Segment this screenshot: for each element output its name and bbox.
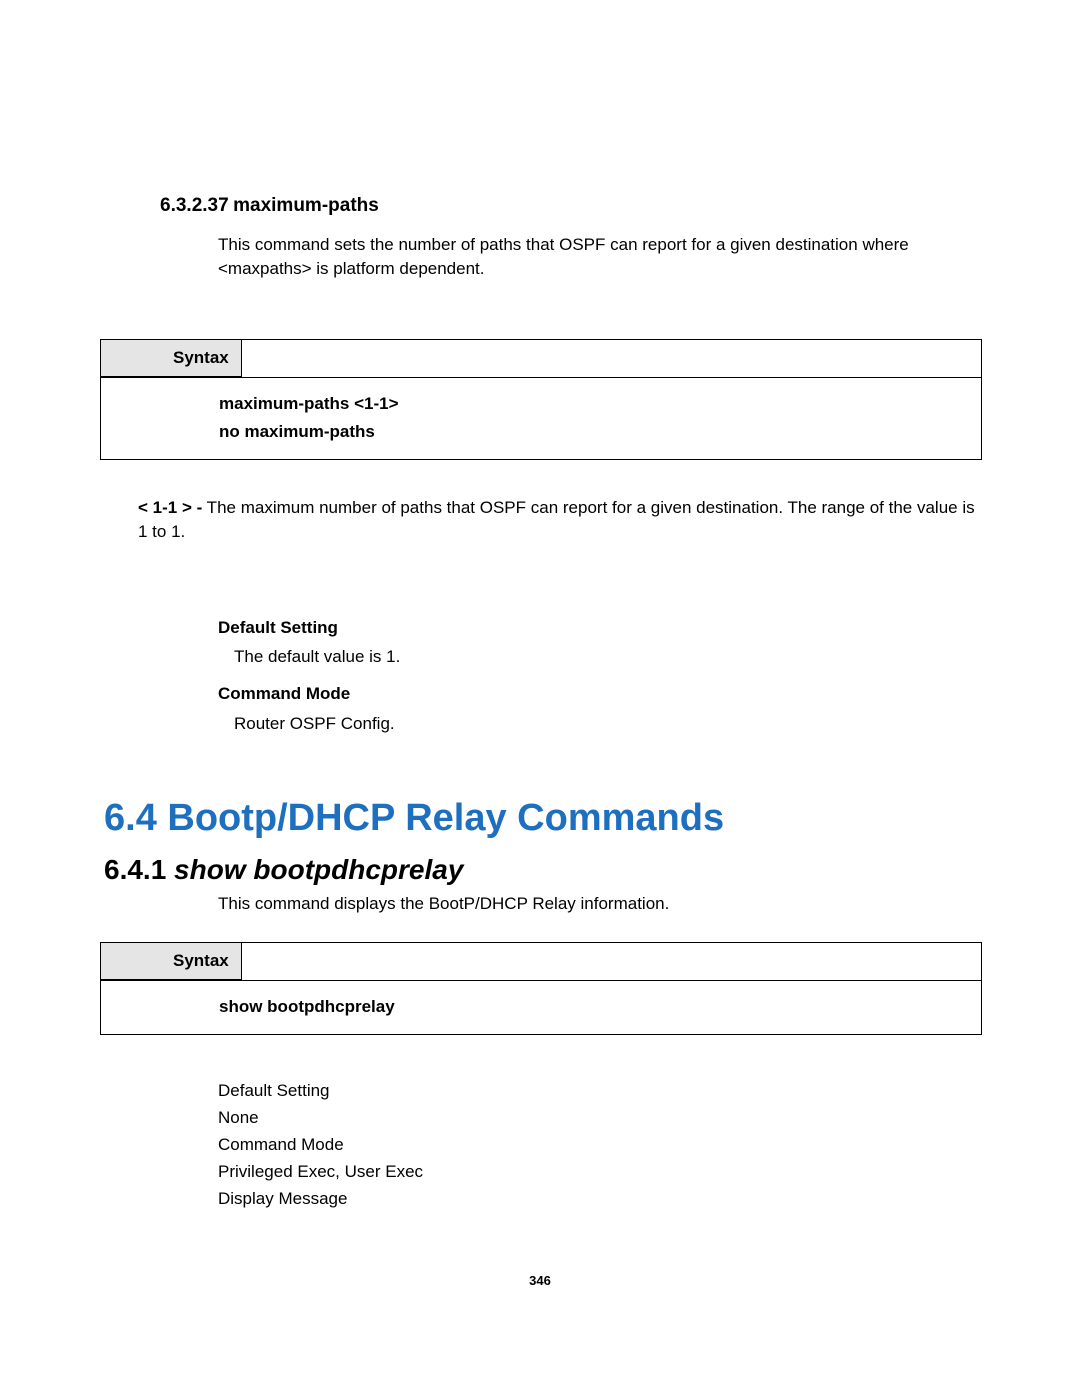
command-description: This command sets the number of paths th… bbox=[218, 233, 980, 281]
subsection-number: 6.4.1 bbox=[104, 854, 166, 885]
command-mode-label: Command Mode bbox=[218, 680, 980, 707]
command-mode-label: Command Mode bbox=[218, 1131, 980, 1158]
syntax-body: show bootpdhcprelay bbox=[101, 980, 981, 1034]
chapter-heading: 6.4 Bootp/DHCP Relay Commands bbox=[104, 797, 980, 840]
syntax-header: Syntax bbox=[101, 943, 242, 980]
syntax-header: Syntax bbox=[101, 340, 242, 377]
parameter-description: < 1-1 > - The maximum number of paths th… bbox=[138, 496, 980, 544]
syntax-body: maximum-paths <1-1> no maximum-paths bbox=[101, 377, 981, 460]
command-title: maximum-paths bbox=[233, 195, 379, 216]
param-range: < 1-1 > - bbox=[138, 498, 202, 517]
settings-block: Default Setting The default value is 1. … bbox=[218, 614, 980, 737]
default-setting-value: None bbox=[218, 1104, 980, 1131]
syntax-line: no maximum-paths bbox=[219, 418, 981, 447]
default-setting-label: Default Setting bbox=[218, 614, 980, 641]
document-page: 6.3.2.37 maximum-paths This command sets… bbox=[0, 0, 1080, 1348]
subsection-heading: 6.4.1 show bootpdhcprelay bbox=[104, 854, 980, 886]
settings-block: Default Setting None Command Mode Privil… bbox=[218, 1077, 980, 1213]
display-message-label: Display Message bbox=[218, 1185, 980, 1212]
section-number: 6.3.2.37 bbox=[160, 195, 229, 216]
section-heading-row: 6.3.2.37 maximum-paths bbox=[160, 195, 980, 217]
syntax-line: show bootpdhcprelay bbox=[219, 993, 981, 1022]
syntax-line: maximum-paths <1-1> bbox=[219, 390, 981, 419]
syntax-box: Syntax maximum-paths <1-1> no maximum-pa… bbox=[100, 339, 982, 461]
subsection-title: show bootpdhcprelay bbox=[166, 854, 463, 885]
command-mode-value: Privileged Exec, User Exec bbox=[218, 1158, 980, 1185]
command-mode-value: Router OSPF Config. bbox=[234, 710, 980, 737]
default-setting-label: Default Setting bbox=[218, 1077, 980, 1104]
syntax-box: Syntax show bootpdhcprelay bbox=[100, 942, 982, 1035]
param-text: The maximum number of paths that OSPF ca… bbox=[138, 498, 975, 541]
default-setting-value: The default value is 1. bbox=[234, 643, 980, 670]
command-description: This command displays the BootP/DHCP Rel… bbox=[218, 894, 980, 914]
page-number: 346 bbox=[100, 1273, 980, 1288]
